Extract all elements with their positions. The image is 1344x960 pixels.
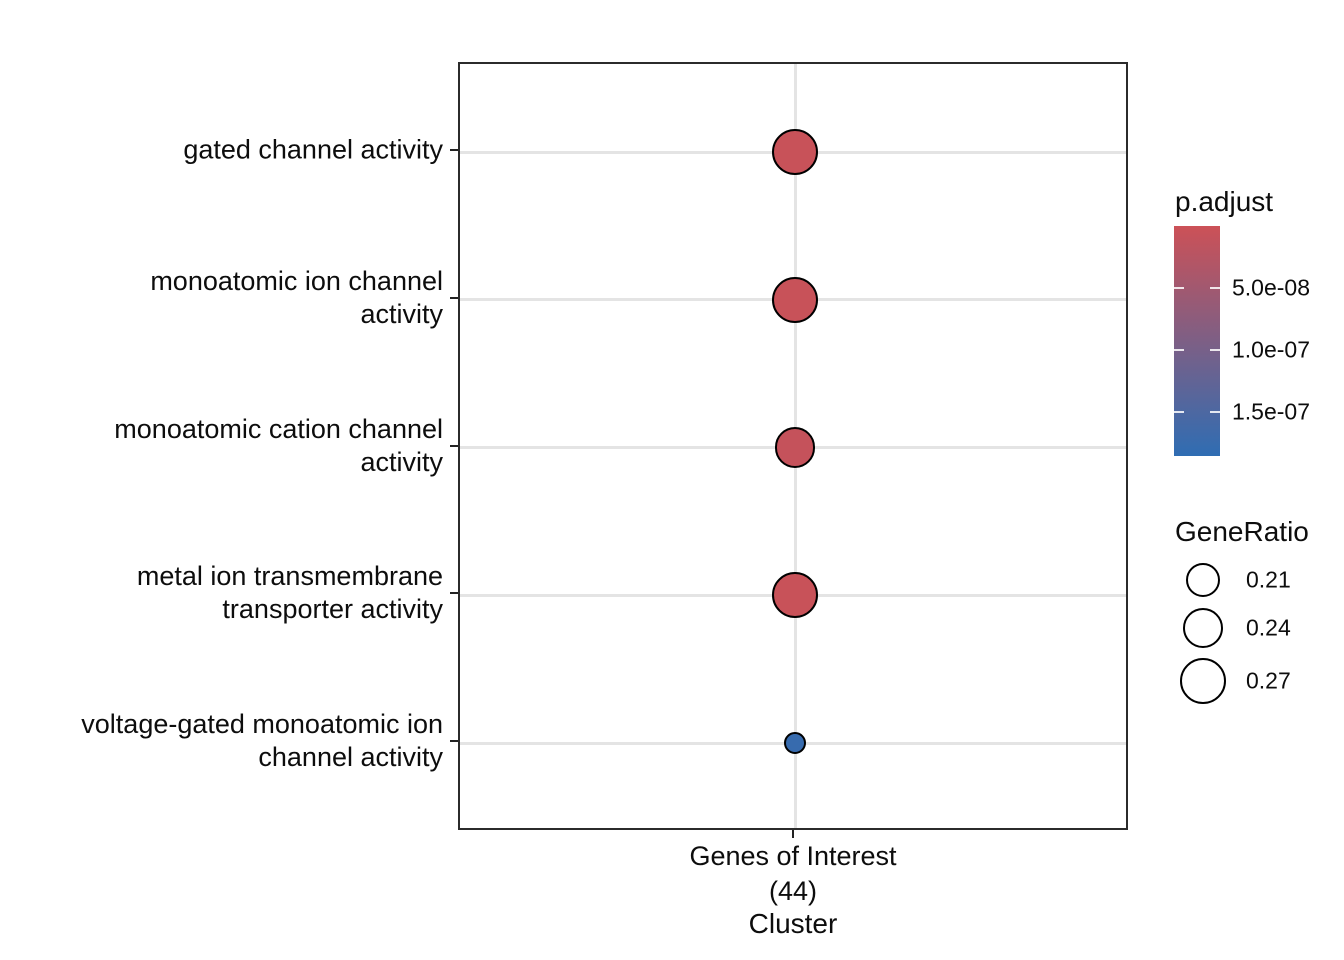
y-axis-tick: [450, 592, 458, 595]
colorbar: [1174, 226, 1220, 456]
colorbar-tick: [1174, 411, 1184, 414]
y-axis-tick: [450, 740, 458, 742]
colorbar-tick: [1210, 349, 1220, 352]
size-legend-label: 0.21: [1246, 566, 1291, 593]
legend-title-generatio: GeneRatio: [1175, 516, 1309, 547]
y-axis-tick: [450, 149, 458, 151]
y-axis-tick: [450, 444, 458, 447]
x-tick-label: Genes of Interest (44): [458, 839, 1128, 909]
size-legend-label: 0.24: [1246, 614, 1291, 641]
y-axis-labels: gated channel activity monoatomic ion cha…: [0, 0, 443, 960]
size-legend-label: 0.27: [1246, 667, 1291, 694]
plot-panel: [458, 62, 1128, 830]
legend-title-p-adjust: p.adjust: [1175, 186, 1274, 217]
data-point-dot: [772, 276, 818, 323]
colorbar-tick-label: 5.0e-08: [1232, 274, 1311, 301]
colorbar-tick: [1174, 287, 1184, 290]
colorbar-tick: [1210, 287, 1220, 290]
colorbar-tick: [1174, 349, 1184, 352]
x-tick-label-line2: (44): [768, 876, 817, 906]
colorbar-tick-label: 1.5e-07: [1232, 398, 1311, 425]
data-point-dot: [772, 129, 818, 175]
size-legend-circle: [1186, 563, 1220, 597]
size-legend-circle: [1180, 658, 1226, 704]
size-legend-circle: [1182, 607, 1224, 649]
y-axis-label: gated channel activity: [183, 134, 443, 165]
data-point-dot: [774, 427, 816, 468]
data-point-dot: [783, 731, 807, 755]
data-point-dot: [772, 572, 818, 619]
y-axis-label: monoatomic ion channel activity: [150, 265, 443, 329]
x-axis-tick: [792, 830, 794, 838]
y-axis-tick: [450, 296, 458, 299]
x-axis-title: Cluster: [748, 908, 838, 939]
colorbar-tick-label: 1.0e-07: [1232, 336, 1311, 363]
colorbar-tick: [1210, 411, 1220, 414]
y-axis-label: voltage-gated monoatomic ion channel acti…: [81, 709, 443, 772]
y-axis-label: metal ion transmembrane transporter activ…: [136, 561, 443, 625]
y-axis-label: monoatomic cation channel activity: [114, 413, 443, 477]
x-tick-label-line1: Genes of Interest: [689, 841, 897, 871]
